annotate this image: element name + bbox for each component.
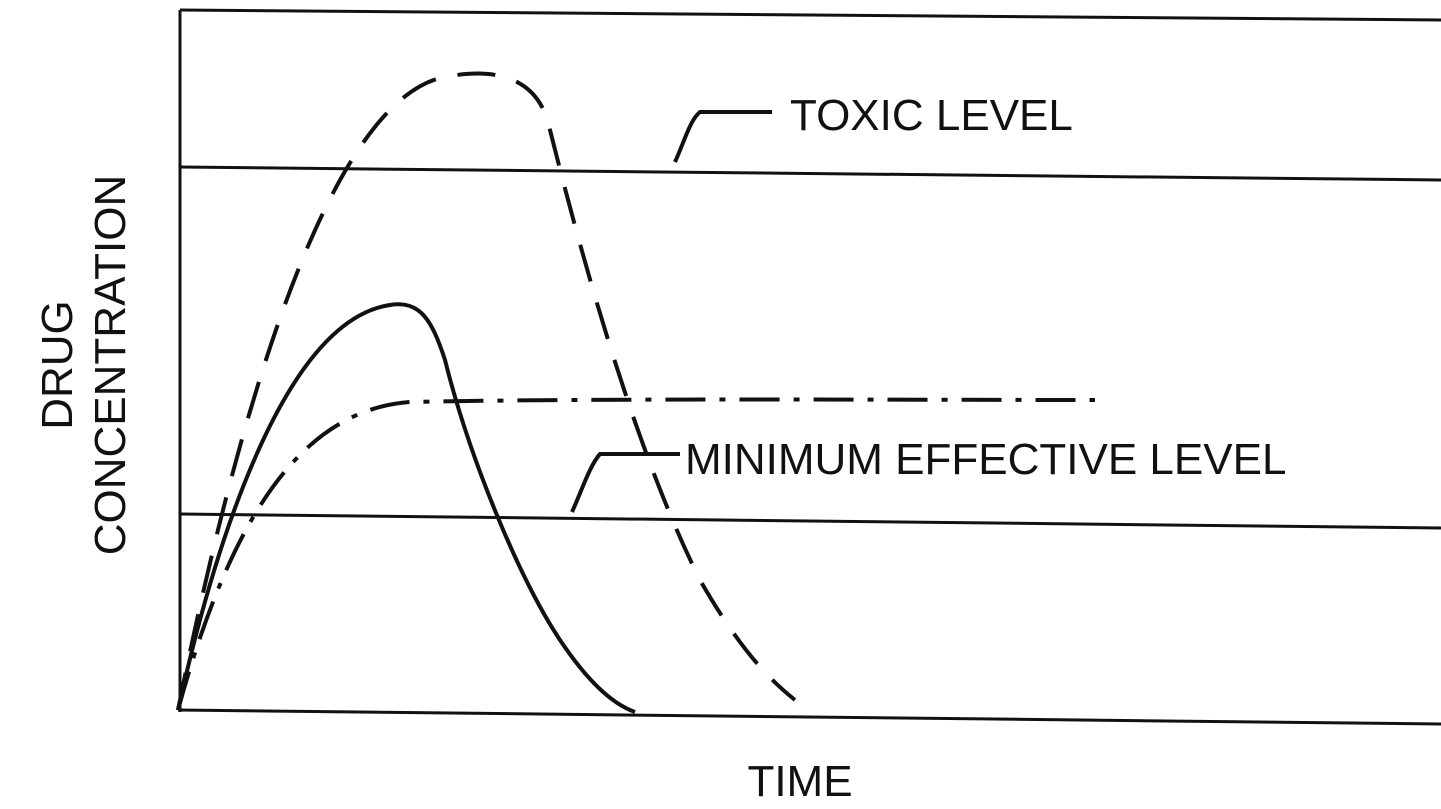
top-border [179, 8, 1441, 22]
toxic-level-line [179, 165, 1441, 182]
x-axis-label: TIME [747, 757, 852, 806]
y-axis-label-line-2: CONCENTRATION [86, 175, 135, 556]
x-axis [177, 708, 1441, 726]
high-dose-curve [176, 71, 797, 711]
toxic-level-pointer [673, 110, 772, 163]
y-axis-label-line-1: DRUG [33, 300, 82, 430]
minimum-effective-level-line [179, 512, 1441, 530]
minimum-effective-level-label: MINIMUM EFFECTIVE LEVEL [685, 435, 1286, 484]
normal-dose-curve [176, 302, 636, 714]
sustained-release-curve [176, 397, 1096, 711]
minimum-effective-level-pointer [570, 452, 680, 513]
toxic-level-label: TOXIC LEVEL [790, 91, 1073, 140]
